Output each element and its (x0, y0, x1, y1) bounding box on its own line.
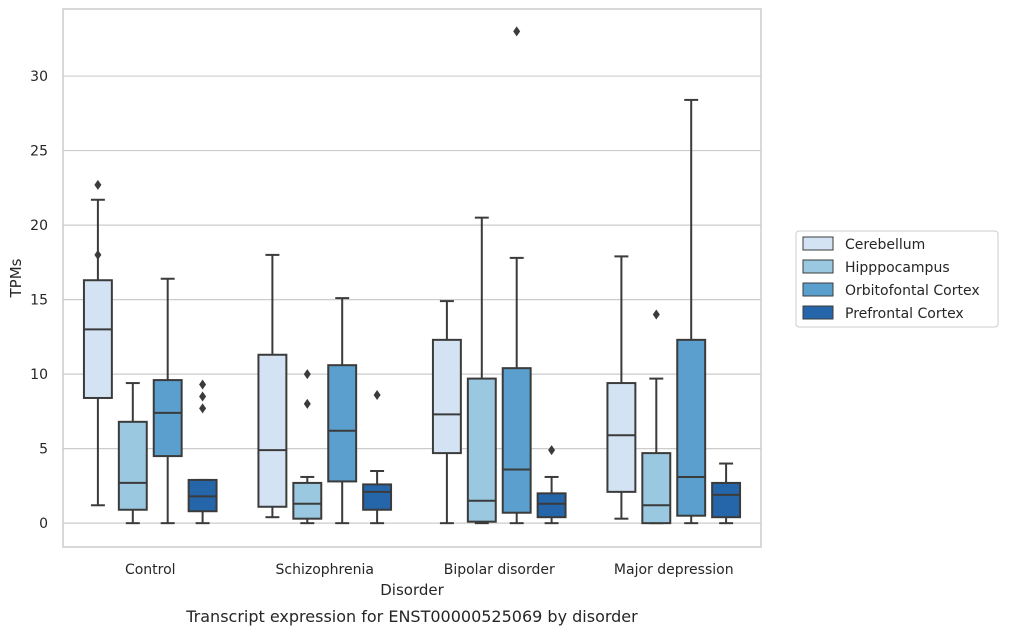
outlier-point (199, 379, 207, 390)
outlier-point (303, 369, 311, 380)
x-axis-label: Disorder (380, 581, 444, 599)
box-cerebellum (431, 300, 462, 525)
legend-swatch (802, 259, 834, 274)
box-orbitofontal-cortex (327, 297, 358, 525)
y-axis-ticks: 0 5 10 15 20 25 30 (30, 69, 48, 532)
outlier-point (94, 249, 102, 260)
y-tick-label: 25 (30, 144, 48, 160)
x-tick-label: Major depression (614, 562, 734, 578)
y-tick-label: 30 (30, 69, 48, 85)
outlier-point (199, 403, 207, 414)
outlier-point (94, 179, 102, 190)
legend-label: Prefrontal Cortex (845, 306, 964, 322)
legend-label: Orbitofontal Cortex (845, 283, 980, 299)
iqr-box (82, 279, 113, 399)
box-cerebellum (82, 179, 113, 507)
iqr-box (327, 364, 358, 483)
legend-swatch (802, 282, 834, 297)
x-tick-label: Schizophrenia (276, 562, 374, 578)
box-hipppocampus (466, 216, 497, 525)
box-prefrontal-cortex (536, 445, 567, 525)
y-axis-label: TPMs (7, 258, 25, 298)
iqr-box (292, 481, 323, 520)
iqr-box (362, 483, 393, 511)
legend-label: Hipppocampus (845, 260, 950, 276)
box-cerebellum (606, 255, 637, 520)
box-hipppocampus (292, 369, 323, 525)
boxes (82, 26, 742, 525)
box-orbitofontal-cortex (676, 98, 707, 525)
outlier-point (373, 389, 381, 400)
iqr-box (676, 338, 707, 517)
iqr-box (536, 492, 567, 519)
iqr-box (257, 353, 288, 508)
figure-caption: Transcript expression for ENST0000052506… (185, 607, 638, 626)
iqr-box (711, 481, 742, 519)
legend-items: Cerebellum Hipppocampus Orbitofontal Corte… (802, 236, 980, 322)
box-prefrontal-cortex (711, 462, 742, 525)
box-hipppocampus (641, 309, 672, 525)
iqr-box (501, 367, 532, 514)
legend: Cerebellum Hipppocampus Orbitofontal Corte… (795, 230, 999, 328)
iqr-box (466, 377, 497, 523)
outlier-point (513, 26, 521, 37)
iqr-box (117, 420, 148, 511)
iqr-box (641, 452, 672, 525)
box-hipppocampus (117, 382, 148, 525)
y-tick-label: 5 (39, 442, 48, 458)
y-tick-label: 20 (30, 218, 48, 234)
box-orbitofontal-cortex (152, 277, 183, 525)
box-cerebellum (257, 253, 288, 519)
outlier-point (199, 391, 207, 402)
iqr-box (152, 379, 183, 458)
iqr-box (431, 338, 462, 455)
box-prefrontal-cortex (187, 379, 218, 525)
y-tick-label: 10 (30, 367, 48, 383)
legend-label: Cerebellum (845, 237, 925, 253)
x-tick-label: Bipolar disorder (444, 562, 555, 578)
outlier-point (548, 445, 556, 456)
legend-swatch (802, 305, 834, 320)
x-tick-label: Control (125, 562, 176, 578)
box-orbitofontal-cortex (501, 26, 532, 525)
legend-frame (795, 230, 999, 328)
legend-swatch (802, 236, 834, 251)
box-prefrontal-cortex (362, 389, 393, 525)
outlier-point (303, 398, 311, 409)
x-axis-ticks: Control Schizophrenia Bipolar disorder Majo… (125, 562, 734, 578)
y-tick-label: 15 (30, 293, 48, 309)
y-tick-label: 0 (39, 516, 48, 532)
outlier-point (652, 309, 660, 320)
plot-area-frame (62, 8, 762, 548)
iqr-box (606, 382, 637, 493)
